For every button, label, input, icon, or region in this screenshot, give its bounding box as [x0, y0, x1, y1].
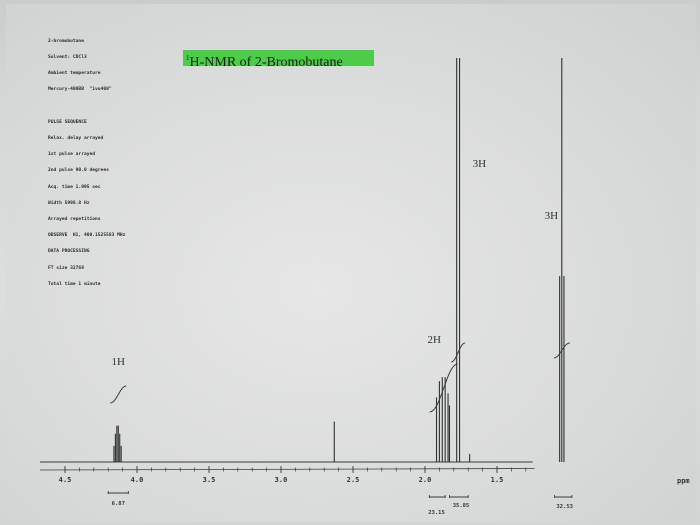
parameter-line: 2-bromobutane: [48, 38, 84, 44]
x-axis-line: [39, 468, 535, 471]
x-tick-label: 1.5: [491, 476, 504, 484]
x-tick-label: 4.5: [59, 476, 72, 484]
parameter-line: Arrayed repetitions: [48, 217, 101, 223]
parameter-line: FT size 32768: [48, 265, 84, 271]
integral-curve-1h: [110, 385, 127, 404]
x-axis-label: ppm: [677, 477, 690, 485]
integral-value-label: 32.53: [556, 504, 573, 510]
x-tick-label: 2.5: [347, 476, 360, 484]
parameter-line: PULSE SEQUENCE: [48, 119, 87, 125]
parameter-line: Relax. delay arrayed: [48, 136, 104, 142]
proton-count-label: 3H: [473, 158, 487, 170]
parameter-line: 2nd pulse 90.0 degrees: [48, 168, 109, 174]
parameter-line: Ambient temperature: [48, 71, 101, 77]
integral-value-label: 35.85: [453, 503, 470, 509]
x-tick-label: 2.0: [419, 476, 432, 484]
integral-value-label: 6.87: [112, 501, 125, 507]
parameter-line: Total time 1 minute: [48, 281, 101, 287]
parameter-line: Mercury-400BB "ivu400": [48, 87, 112, 93]
title-superscript: 1: [186, 54, 190, 62]
integral-value-label: 23.15: [428, 510, 445, 516]
integral-curve-2h: [429, 363, 458, 413]
chart-paper: [6, 4, 696, 522]
proton-count-label: 3H: [545, 210, 559, 222]
chart-title: 1H-NMR of 2-Bromobutane: [183, 50, 374, 70]
x-tick-label: 4.0: [131, 476, 144, 484]
title-text: H-NMR of 2-Bromobutane: [189, 55, 343, 70]
x-tick-label: 3.0: [275, 476, 288, 484]
parameter-line: Solvent: CDCl3: [48, 55, 87, 61]
parameter-line: OBSERVE H1, 400.1525583 MHz: [48, 233, 126, 239]
integral-curve-3h-b: [553, 342, 570, 359]
x-tick-label: 3.5: [203, 476, 216, 484]
parameter-line: Acq. time 1.995 sec: [48, 184, 101, 190]
proton-count-label: 1H: [112, 356, 126, 368]
parameter-line: DATA PROCESSING: [48, 249, 90, 255]
integral-curve-3h-a: [450, 342, 466, 363]
parameter-line: 1st pulse arrayed: [48, 152, 96, 158]
proton-count-label: 2H: [428, 334, 442, 346]
parameter-line: Width 5998.8 Hz: [48, 200, 90, 206]
acquisition-parameters: 2-bromobutane Solvent: CDCl3 Ambient tem…: [48, 28, 125, 293]
